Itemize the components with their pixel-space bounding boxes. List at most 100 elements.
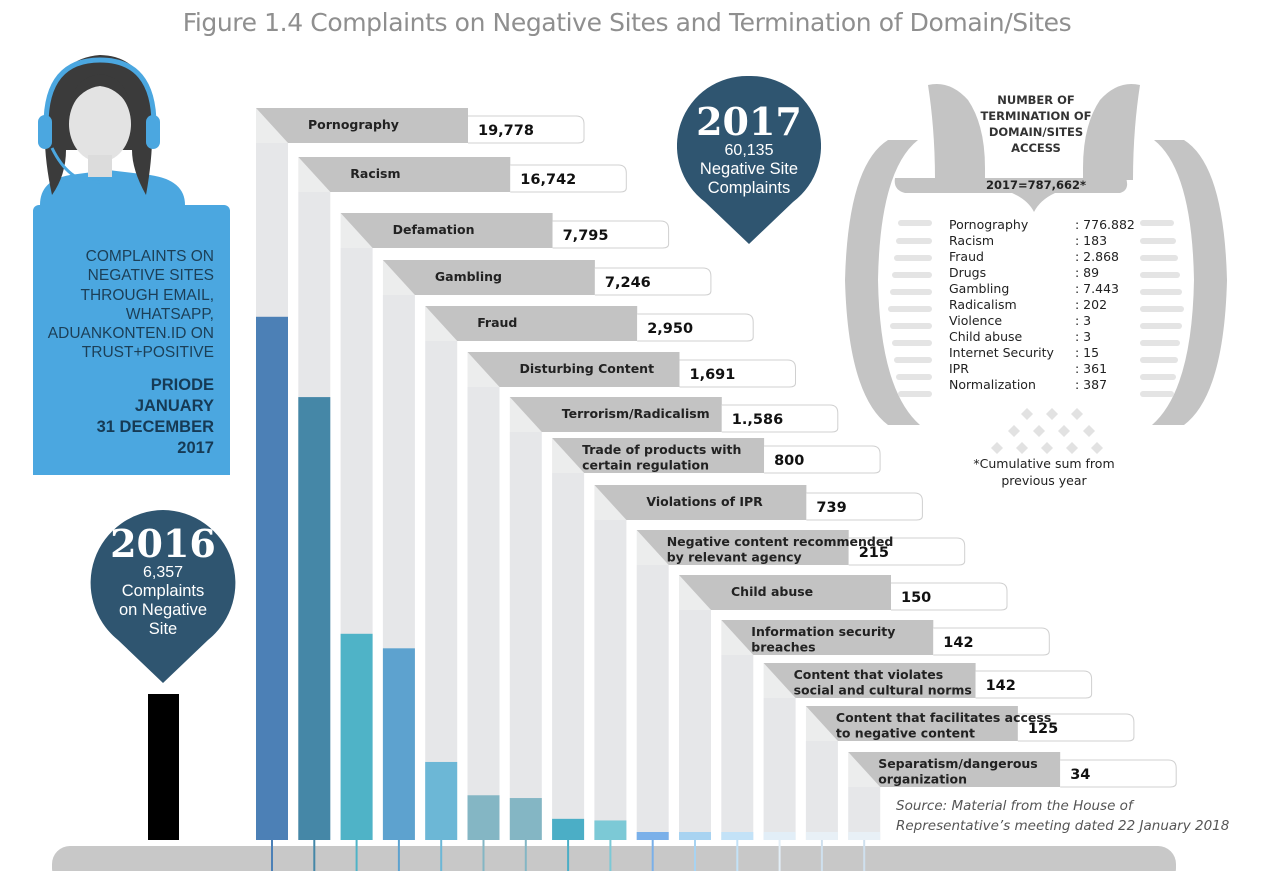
stripe xyxy=(892,272,932,278)
category-label-line: Negative content recommended xyxy=(667,534,894,549)
termination-value: : 361 xyxy=(1075,361,1108,376)
bar xyxy=(425,761,458,840)
value-box xyxy=(848,537,966,566)
value-box xyxy=(891,582,1008,611)
stripe xyxy=(1140,238,1176,244)
column-bg xyxy=(763,698,796,840)
category-label: Content that facilitates access to negati… xyxy=(836,710,1051,741)
value-label: 150 xyxy=(901,590,931,606)
termination-value: : 183 xyxy=(1075,233,1108,248)
label-band xyxy=(848,752,1061,787)
category-label-line: certain regulation xyxy=(582,458,709,473)
label-band xyxy=(340,213,553,248)
termination-row: Internet Security: 15 xyxy=(949,345,1135,361)
category-label: Fraud xyxy=(477,315,517,330)
value-box xyxy=(679,359,796,388)
stripe xyxy=(890,323,932,329)
value-box xyxy=(1060,759,1177,788)
drop-shape xyxy=(1071,408,1083,420)
info-card-text: COMPLAINTS ON NEGATIVE SITES THROUGH EMA… xyxy=(47,248,214,362)
category-label: Disturbing Content xyxy=(520,361,655,376)
bar-group-11: Information security breaches 142 xyxy=(721,620,1050,871)
termination-value: : 202 xyxy=(1075,297,1108,312)
drop-shape xyxy=(1016,442,1028,454)
pin-2016-desc-1: Complaints xyxy=(121,582,205,600)
termination-row: Child abuse: 3 xyxy=(949,329,1135,345)
period-line-4: 2017 xyxy=(177,438,214,457)
period-line-2: JANUARY xyxy=(134,396,214,415)
stripe xyxy=(896,238,932,244)
stripe xyxy=(1140,255,1178,261)
stripe xyxy=(1140,289,1182,295)
category-label: Terrorism/Radicalism xyxy=(562,406,710,421)
category-label-line: Trade of products with xyxy=(582,442,741,457)
category-label-line: Child abuse xyxy=(731,584,813,599)
pin-2016: 2016 6,357 Complaints on Negative Site xyxy=(88,508,238,683)
bar xyxy=(467,795,500,840)
value-box xyxy=(806,492,923,521)
drop-shape xyxy=(1091,442,1103,454)
pin-2017-desc-2: Complaints xyxy=(707,179,791,197)
pin-2017-year: 2017 xyxy=(696,99,802,144)
category-label-line: organization xyxy=(878,772,967,787)
stripe xyxy=(1140,340,1180,346)
termination-row: Radicalism : 202 xyxy=(949,297,1135,313)
column-bg xyxy=(594,520,627,840)
value-box xyxy=(933,627,1050,656)
pin-2017-desc-1: Negative Site xyxy=(699,160,799,178)
bar-group-13: Content that facilitates access to negati… xyxy=(805,706,1135,871)
termination-value: : 776.882 xyxy=(1075,217,1135,232)
label-band xyxy=(425,306,638,341)
termination-row: Gambling: 7.443 xyxy=(949,281,1135,297)
value-label: 142 xyxy=(986,678,1016,694)
bar-group-5: Disturbing Content 1,691 xyxy=(467,352,796,871)
stripe xyxy=(1140,306,1184,312)
drop-shape xyxy=(1041,442,1053,454)
termination-value: : 3 xyxy=(1075,329,1092,344)
value-label: 215 xyxy=(859,545,889,561)
bar-group-0: Pornography 19,778 xyxy=(256,108,585,871)
bar xyxy=(340,633,373,840)
bar-group-9: Negative content recommended by relevant … xyxy=(636,530,966,871)
base-platform xyxy=(52,846,1176,871)
stripe xyxy=(1140,357,1178,363)
label-band xyxy=(679,575,891,610)
termination-name: IPR xyxy=(949,361,969,376)
termination-name: Normalization xyxy=(949,377,1036,392)
column-bg xyxy=(509,432,542,840)
category-label: Separatism/dangerous organization xyxy=(878,756,1038,787)
period-line-1: PRIODE xyxy=(150,375,214,394)
value-box xyxy=(552,220,670,249)
bar-group-3: Gambling 7,246 xyxy=(382,260,712,871)
stripe xyxy=(890,289,932,295)
drop-shape xyxy=(1021,408,1033,420)
stripe xyxy=(894,357,932,363)
termination-value: : 3 xyxy=(1075,313,1092,328)
termination-name: Pornography xyxy=(949,217,1029,232)
category-label: Information security breaches xyxy=(751,624,895,655)
termination-row: IPR : 361 xyxy=(949,361,1135,377)
label-band xyxy=(552,438,765,473)
category-label: Content that violates social and cultural… xyxy=(794,667,972,698)
drop-shape xyxy=(1083,425,1095,437)
bar xyxy=(256,316,288,841)
termination-row: Fraud: 2.868 xyxy=(949,249,1135,265)
category-label-line: Separatism/dangerous xyxy=(878,756,1038,771)
pin-2017: 2017 60,135 Negative Site Complaints xyxy=(677,74,821,244)
stripe xyxy=(1140,220,1174,226)
stripe xyxy=(1140,391,1174,397)
label-band xyxy=(298,157,511,192)
bar xyxy=(552,818,585,840)
bar-group-6: Terrorism/Radicalism 1.,586 xyxy=(509,397,839,871)
value-label: 739 xyxy=(816,500,846,516)
source-note: Source: Material from the House of Repre… xyxy=(896,798,1230,834)
termination-name: Radicalism xyxy=(949,297,1017,312)
value-label: 7,246 xyxy=(605,275,651,291)
bar-group-1: Racism 16,742 xyxy=(298,157,627,871)
drop-shape xyxy=(1008,425,1020,437)
value-label: 125 xyxy=(1028,721,1058,737)
bar xyxy=(848,832,881,840)
bar xyxy=(763,832,796,840)
label-band xyxy=(763,663,976,698)
category-label: Trade of products with certain regulation xyxy=(582,442,741,473)
